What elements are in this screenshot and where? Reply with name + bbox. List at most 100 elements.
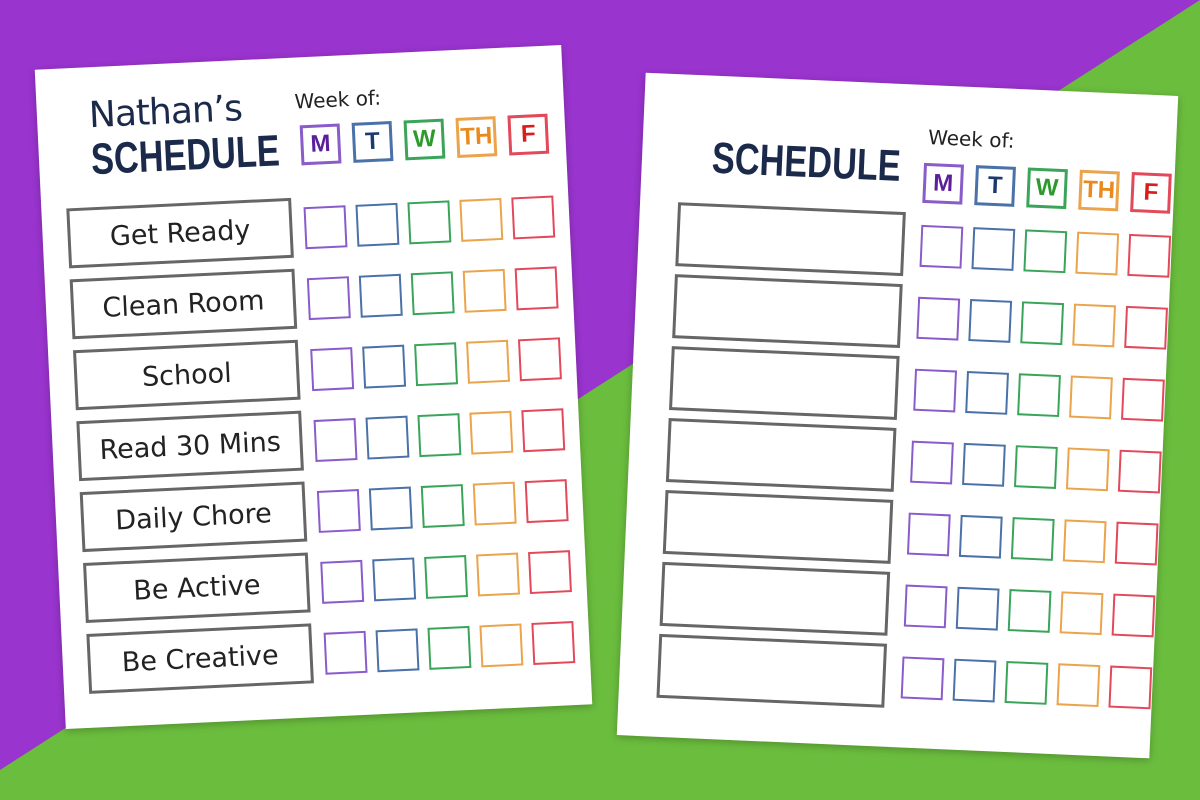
checkbox[interactable] xyxy=(479,623,524,668)
blank-schedule-sheet: SCHEDULE Week of: M T W TH F xyxy=(616,72,1179,759)
checkbox[interactable] xyxy=(462,268,507,313)
checkbox[interactable] xyxy=(424,554,469,599)
day-header-m: M xyxy=(299,123,342,166)
task-box: Be Creative xyxy=(86,623,314,694)
checkbox[interactable] xyxy=(469,410,514,455)
checkbox[interactable] xyxy=(916,296,961,341)
day-header-t: T xyxy=(974,165,1016,207)
task-box: Be Active xyxy=(83,552,311,623)
named-schedule-sheet: Nathan’s SCHEDULE Week of: M T W TH F Get Rea… xyxy=(34,44,593,730)
checkbox[interactable] xyxy=(368,486,413,531)
day-header-m: M xyxy=(922,162,965,205)
checkbox[interactable] xyxy=(407,200,452,245)
checkbox[interactable] xyxy=(1065,447,1110,492)
checkbox[interactable] xyxy=(358,273,403,318)
checkbox[interactable] xyxy=(1069,375,1113,420)
checkbox[interactable] xyxy=(375,628,420,673)
day-header-f: F xyxy=(507,113,550,156)
checkbox[interactable] xyxy=(521,408,566,453)
sheet-title: SCHEDULE xyxy=(89,126,281,185)
task-box xyxy=(656,633,888,708)
task-box xyxy=(659,561,891,636)
checkbox[interactable] xyxy=(1111,593,1156,638)
checkbox[interactable] xyxy=(323,630,368,675)
checkbox[interactable] xyxy=(517,337,562,382)
task-box xyxy=(675,202,906,277)
checkbox[interactable] xyxy=(1017,373,1061,418)
checkbox[interactable] xyxy=(466,339,510,384)
checkbox[interactable] xyxy=(316,488,361,533)
checkbox[interactable] xyxy=(971,227,1016,271)
checkbox[interactable] xyxy=(306,276,351,321)
checkbox[interactable] xyxy=(1010,517,1055,561)
checkbox[interactable] xyxy=(1117,449,1162,494)
checkbox[interactable] xyxy=(1108,665,1153,710)
task-box: Daily Chore xyxy=(79,481,308,553)
checkbox[interactable] xyxy=(1020,301,1065,346)
checkbox[interactable] xyxy=(919,224,964,269)
checkbox[interactable] xyxy=(524,479,569,524)
checkbox[interactable] xyxy=(320,559,365,604)
week-of-label: Week of: xyxy=(293,85,382,114)
checkbox[interactable] xyxy=(1059,591,1104,636)
checkbox[interactable] xyxy=(1127,233,1172,278)
checkbox[interactable] xyxy=(1004,660,1049,705)
checkbox[interactable] xyxy=(410,271,455,316)
checkbox[interactable] xyxy=(313,418,358,462)
checkbox[interactable] xyxy=(958,514,1003,559)
checkbox[interactable] xyxy=(1056,663,1101,708)
task-box: Read 30 Mins xyxy=(76,410,304,482)
task-box xyxy=(669,346,900,420)
checkbox[interactable] xyxy=(910,440,954,485)
day-header-f: F xyxy=(1130,171,1172,214)
checkbox[interactable] xyxy=(1114,521,1159,566)
day-header-w: W xyxy=(1026,167,1068,210)
task-box: Get Ready xyxy=(66,197,294,269)
checkbox[interactable] xyxy=(528,550,572,595)
day-header-w: W xyxy=(403,118,446,161)
checkbox[interactable] xyxy=(1075,231,1120,276)
checkbox[interactable] xyxy=(1013,445,1058,489)
checkbox[interactable] xyxy=(903,584,948,629)
checkbox[interactable] xyxy=(913,368,958,413)
checkbox[interactable] xyxy=(414,342,459,387)
checkbox[interactable] xyxy=(1121,377,1165,422)
task-box xyxy=(665,418,897,492)
checkbox[interactable] xyxy=(1072,303,1117,348)
checkbox[interactable] xyxy=(965,370,1009,415)
checkbox[interactable] xyxy=(906,512,951,557)
checkbox[interactable] xyxy=(514,266,559,311)
checkbox[interactable] xyxy=(968,299,1013,343)
checkbox[interactable] xyxy=(955,586,1000,631)
checkbox[interactable] xyxy=(420,484,465,529)
checkbox[interactable] xyxy=(362,344,407,389)
checkbox[interactable] xyxy=(472,481,517,526)
checkbox[interactable] xyxy=(427,625,472,670)
task-box: School xyxy=(73,339,301,411)
checkbox[interactable] xyxy=(303,205,348,250)
checkbox[interactable] xyxy=(372,557,417,602)
checkbox[interactable] xyxy=(1062,519,1107,564)
checkbox[interactable] xyxy=(355,202,400,247)
checkbox[interactable] xyxy=(1124,305,1168,350)
checkbox[interactable] xyxy=(310,347,355,392)
task-box: Clean Room xyxy=(69,268,298,340)
task-box xyxy=(662,489,894,564)
checkbox[interactable] xyxy=(476,552,521,597)
checkbox[interactable] xyxy=(1007,589,1052,633)
day-header-th: TH xyxy=(1078,169,1120,212)
checkbox[interactable] xyxy=(459,197,504,242)
checkbox[interactable] xyxy=(365,415,410,460)
day-header-th: TH xyxy=(455,116,498,158)
checkbox[interactable] xyxy=(900,656,945,701)
sheet-title: SCHEDULE xyxy=(710,133,902,191)
week-of-label: Week of: xyxy=(927,125,1016,153)
task-box xyxy=(672,274,903,349)
checkbox[interactable] xyxy=(952,658,997,703)
checkbox[interactable] xyxy=(417,413,462,458)
checkbox[interactable] xyxy=(1023,229,1068,274)
checkbox[interactable] xyxy=(531,621,576,665)
checkbox[interactable] xyxy=(511,195,556,240)
day-header-t: T xyxy=(351,121,394,163)
checkbox[interactable] xyxy=(962,442,1006,487)
